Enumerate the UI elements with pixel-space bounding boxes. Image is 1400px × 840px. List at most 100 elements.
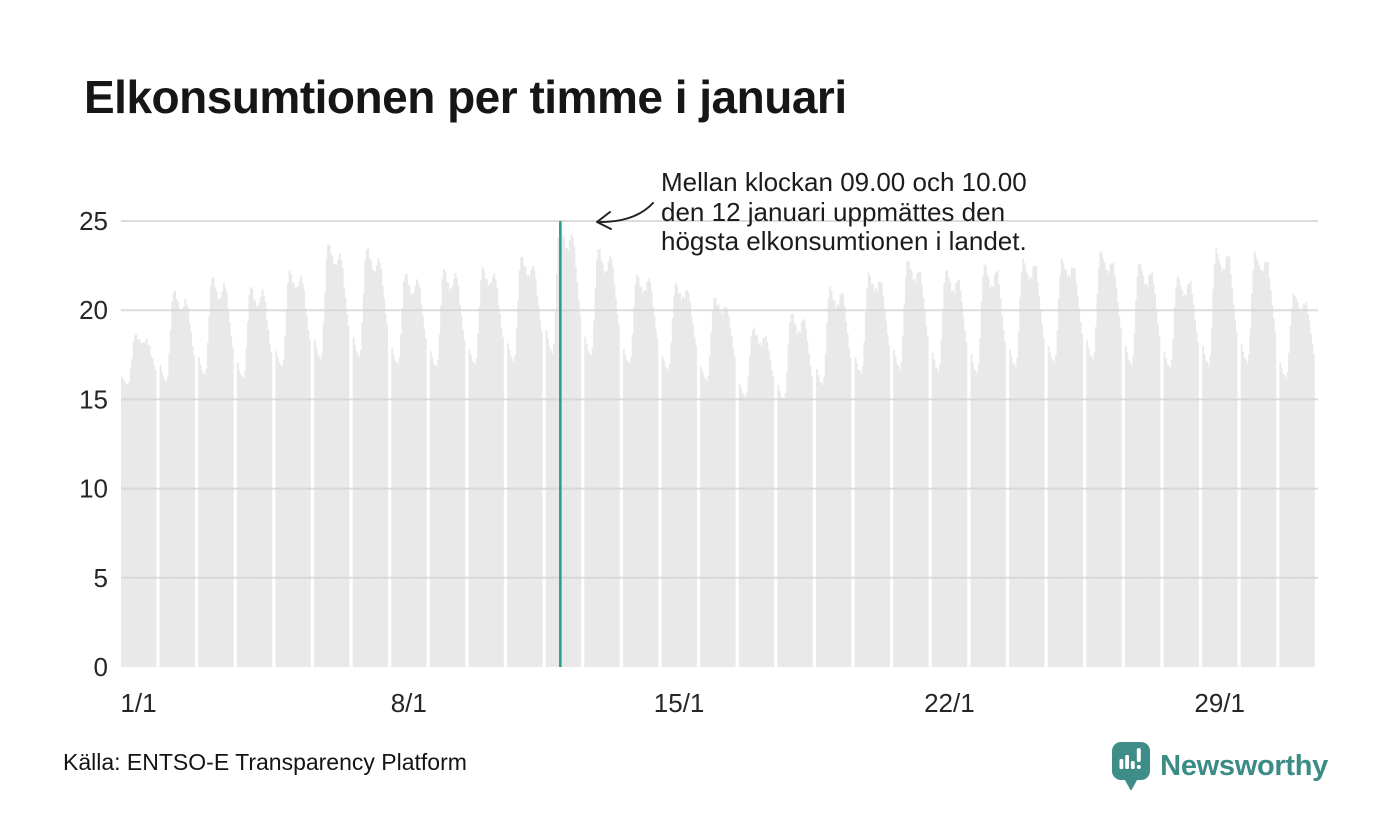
hour-bar	[469, 355, 472, 667]
hour-bar	[1305, 302, 1308, 667]
hour-bar	[818, 381, 821, 667]
hour-bar	[1206, 362, 1209, 667]
hour-bar	[797, 330, 800, 667]
hour-bar	[201, 370, 203, 667]
hour-bar	[872, 284, 874, 667]
hour-bar	[606, 271, 609, 667]
hour-bar	[1191, 294, 1194, 667]
hour-bar	[1268, 278, 1271, 667]
hour-bar	[985, 265, 987, 667]
hour-bar	[199, 364, 202, 667]
hour-bar	[783, 400, 786, 667]
hour-bar	[398, 358, 401, 667]
hour-bar	[867, 272, 870, 667]
hour-bar	[523, 265, 525, 667]
hour-bar	[453, 278, 456, 667]
hour-bar	[340, 259, 343, 667]
peak-annotation: Mellan klockan 09.00 och 10.00 den 12 ja…	[661, 167, 1027, 257]
hour-bar	[955, 283, 958, 667]
hour-bar	[904, 276, 907, 667]
hour-bar	[220, 297, 222, 667]
hour-bar	[1272, 318, 1275, 667]
hour-bar	[1095, 326, 1097, 667]
hour-bar	[570, 233, 573, 667]
hour-bar	[609, 256, 611, 667]
hour-bar	[1296, 302, 1299, 667]
hour-bar	[395, 362, 398, 667]
hour-bar	[1240, 343, 1243, 667]
hour-bar	[931, 352, 934, 667]
hour-bar	[381, 286, 384, 667]
hour-bar	[970, 353, 973, 667]
hour-bar	[840, 292, 843, 667]
hour-bar	[572, 236, 574, 667]
hour-bar	[174, 290, 177, 667]
hour-bar	[906, 260, 909, 667]
hour-bar	[617, 325, 620, 667]
hour-bar	[843, 306, 846, 667]
hour-bar	[1103, 262, 1106, 667]
hour-bar	[460, 315, 463, 667]
hour-bar	[1249, 328, 1252, 667]
hour-bar	[704, 378, 707, 667]
hour-bar	[920, 284, 923, 667]
hour-bar	[1170, 359, 1173, 667]
hour-bar	[687, 293, 690, 667]
hour-bar	[368, 258, 371, 667]
hour-bar	[845, 321, 848, 667]
hour-bar	[1148, 275, 1151, 667]
hour-bar	[352, 337, 355, 667]
hour-bar	[727, 316, 730, 667]
hour-bar	[893, 349, 896, 667]
hour-bar	[537, 305, 540, 667]
hour-bar	[1079, 321, 1082, 667]
hour-bar	[346, 314, 348, 667]
hour-bar	[689, 302, 692, 667]
hour-bar	[168, 353, 171, 667]
hour-bar	[147, 344, 150, 667]
hour-bar	[1126, 352, 1129, 667]
hour-bar	[251, 288, 254, 667]
hour-bar	[490, 283, 493, 667]
hour-bar	[1030, 278, 1033, 667]
hour-bar	[128, 382, 131, 667]
hour-bar	[640, 286, 643, 667]
hour-bar	[531, 266, 534, 667]
hour-bar	[902, 335, 904, 667]
hour-bar	[520, 256, 523, 667]
hour-bar	[886, 334, 889, 667]
hour-bar	[808, 353, 810, 667]
hour-bar	[521, 257, 524, 667]
hour-bar	[912, 280, 915, 667]
hour-bar	[411, 293, 414, 667]
brand-name: Newsworthy	[1160, 749, 1328, 782]
hour-bar	[986, 274, 989, 667]
hour-bar	[925, 325, 928, 667]
hour-bar	[384, 313, 387, 667]
hour-bar	[347, 326, 350, 667]
hour-bar	[956, 281, 959, 667]
hour-bar	[860, 374, 863, 667]
hour-bar	[1129, 361, 1132, 667]
hour-bar	[588, 353, 591, 667]
hour-bar	[202, 373, 205, 667]
hour-bar	[866, 287, 869, 667]
hour-bar	[918, 272, 920, 667]
hour-bar	[829, 287, 831, 667]
hour-bar	[1176, 276, 1179, 667]
hour-bar	[1213, 264, 1216, 667]
hour-bar	[799, 332, 802, 667]
hour-bar	[267, 329, 270, 667]
hour-bar	[154, 369, 157, 667]
logo-exclamation-dot-icon	[1136, 765, 1141, 769]
hour-bar	[741, 393, 744, 667]
hour-bar	[839, 294, 842, 667]
hour-bar	[919, 272, 922, 667]
hour-bar	[397, 364, 399, 667]
hour-bar	[849, 357, 852, 667]
hour-bar	[374, 271, 377, 667]
hour-bar	[1013, 364, 1016, 667]
hour-bar	[1175, 287, 1178, 667]
hour-bar	[750, 336, 753, 667]
hour-bar	[1033, 265, 1036, 667]
